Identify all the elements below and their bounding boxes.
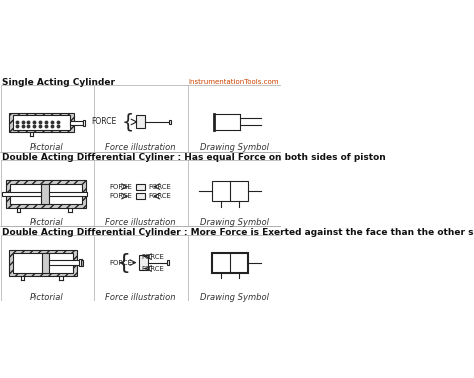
Text: FORCE: FORCE xyxy=(110,260,133,266)
Bar xyxy=(136,184,146,190)
Bar xyxy=(136,193,146,199)
Bar xyxy=(169,119,171,124)
Text: Force illustration: Force illustration xyxy=(105,218,176,227)
Bar xyxy=(49,192,87,196)
Bar xyxy=(81,260,83,266)
Bar xyxy=(41,184,49,204)
Text: FORCE: FORCE xyxy=(110,193,133,199)
Bar xyxy=(70,121,83,125)
Text: FORCE: FORCE xyxy=(142,265,164,271)
Bar xyxy=(6,180,86,208)
Text: Pictorial: Pictorial xyxy=(30,218,64,227)
Bar xyxy=(9,250,77,276)
Bar xyxy=(212,253,248,273)
Text: FORCE: FORCE xyxy=(110,184,133,190)
Bar xyxy=(0,235,281,301)
Bar xyxy=(79,259,82,266)
Bar xyxy=(139,256,148,270)
Bar xyxy=(10,184,82,204)
Bar xyxy=(9,113,74,132)
Text: FORCE: FORCE xyxy=(149,184,172,190)
Text: {: { xyxy=(116,253,130,273)
Text: Double Acting Differential Cyliner : Has equal Force on both sides of piston: Double Acting Differential Cyliner : Has… xyxy=(2,153,386,162)
Bar xyxy=(42,253,49,273)
Text: Drawing Symbol: Drawing Symbol xyxy=(200,218,269,227)
Text: InstrumentationTools.com: InstrumentationTools.com xyxy=(189,79,279,85)
Text: Drawing Symbol: Drawing Symbol xyxy=(200,293,269,302)
Text: Double Acting Differential Cylinder : More Force is Exerted against the face tha: Double Acting Differential Cylinder : Mo… xyxy=(2,228,474,237)
Text: Pictorial: Pictorial xyxy=(30,293,64,302)
Bar xyxy=(83,120,85,126)
Bar xyxy=(2,192,41,196)
Text: Force illustration: Force illustration xyxy=(105,143,176,152)
Text: Pictorial: Pictorial xyxy=(30,143,64,152)
Bar xyxy=(136,115,146,129)
Bar xyxy=(0,85,281,152)
Text: FORCE: FORCE xyxy=(149,193,172,199)
Text: FORCE: FORCE xyxy=(91,118,117,126)
Text: Drawing Symbol: Drawing Symbol xyxy=(200,143,269,152)
Text: {: { xyxy=(121,112,134,132)
Bar xyxy=(13,115,70,130)
Bar xyxy=(167,260,169,265)
Bar xyxy=(49,260,80,265)
Bar xyxy=(13,253,73,273)
Text: FORCE: FORCE xyxy=(142,254,164,260)
Bar xyxy=(0,160,281,226)
Text: Force illustration: Force illustration xyxy=(105,293,176,302)
Text: Single Acting Cylinder: Single Acting Cylinder xyxy=(2,78,115,87)
Bar xyxy=(212,181,248,201)
